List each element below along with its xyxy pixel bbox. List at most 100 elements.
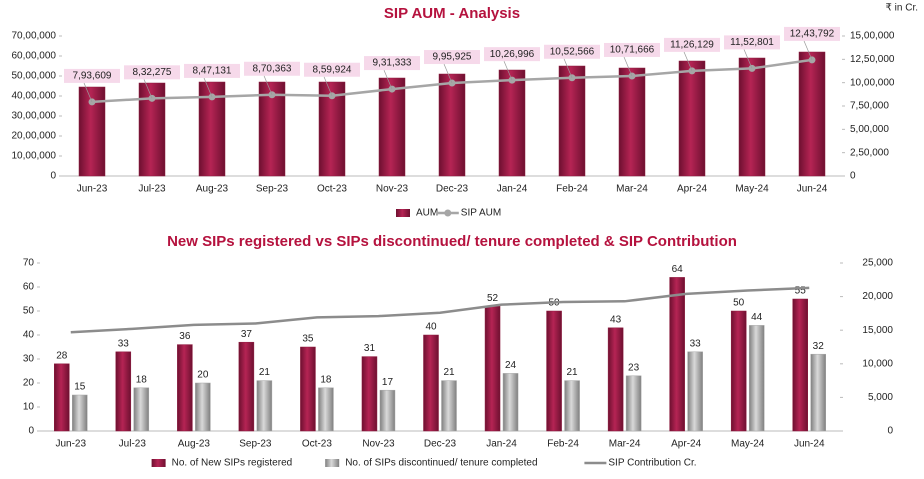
bar bbox=[115, 351, 132, 432]
x-tick-label: Feb-24 bbox=[547, 439, 579, 450]
y-tick-label: 0 bbox=[28, 426, 34, 437]
bar bbox=[678, 60, 706, 177]
y-tick-label: 30,00,000 bbox=[12, 111, 57, 122]
y-tick-label: 20,00,000 bbox=[12, 131, 57, 142]
x-tick-label: Nov-23 bbox=[362, 439, 395, 450]
legend-label: No. of New SIPs registered bbox=[172, 458, 293, 469]
label-box bbox=[784, 26, 840, 41]
bar bbox=[738, 57, 766, 177]
leader-line bbox=[323, 76, 333, 96]
y2-tick-label: 7,50,000 bbox=[850, 101, 889, 112]
bar bbox=[54, 363, 70, 432]
bar-label: 44 bbox=[751, 312, 763, 323]
bar-label: 28 bbox=[56, 350, 68, 361]
bar bbox=[195, 382, 211, 432]
x-tick-label: Apr-24 bbox=[671, 439, 701, 450]
chart-title: SIP AUM - Analysis bbox=[384, 5, 520, 22]
x-tick-label: Oct-23 bbox=[302, 439, 332, 450]
leader-line bbox=[743, 49, 753, 69]
bar bbox=[238, 341, 255, 432]
bar bbox=[730, 310, 747, 432]
line bbox=[70, 286, 810, 334]
x-tick-label: Dec-23 bbox=[424, 439, 457, 450]
bar bbox=[618, 67, 646, 177]
x-tick-label: Aug-23 bbox=[178, 439, 211, 450]
line-label: 11,26,129 bbox=[670, 40, 714, 51]
leader-line bbox=[383, 69, 393, 90]
legend-swatch bbox=[325, 459, 340, 467]
label-box bbox=[664, 37, 720, 52]
bar bbox=[177, 344, 193, 432]
x-tick-label: Dec-23 bbox=[436, 184, 469, 195]
bar bbox=[625, 375, 642, 432]
bar bbox=[564, 380, 580, 432]
x-tick-label: May-24 bbox=[731, 439, 765, 450]
bar-label: 36 bbox=[179, 331, 191, 342]
bar bbox=[423, 334, 439, 432]
x-tick-label: Feb-24 bbox=[556, 184, 588, 195]
x-tick-label: Jun-23 bbox=[55, 439, 86, 450]
bar-label: 43 bbox=[610, 314, 622, 325]
y2-tick-label: 0 bbox=[887, 426, 893, 437]
x-tick-label: Jun-24 bbox=[794, 439, 825, 450]
bar bbox=[669, 277, 685, 432]
label-box bbox=[364, 56, 420, 71]
bar-label: 37 bbox=[241, 329, 253, 340]
bar-label: 40 bbox=[425, 322, 437, 333]
y-tick-label: 50 bbox=[23, 306, 35, 317]
y2-tick-label: 2,50,000 bbox=[850, 147, 889, 158]
bar bbox=[441, 380, 457, 432]
label-box bbox=[544, 44, 600, 59]
label-box bbox=[124, 65, 180, 80]
y-tick-label: 70 bbox=[23, 258, 35, 269]
y2-tick-label: 10,000 bbox=[862, 358, 893, 369]
line-label: 7,93,609 bbox=[73, 71, 112, 82]
bar-label: 17 bbox=[382, 377, 394, 388]
y2-tick-label: 25,000 bbox=[862, 258, 893, 269]
leader-line bbox=[263, 75, 273, 95]
chart-title: New SIPs registered vs SIPs discontinued… bbox=[167, 233, 737, 250]
label-box bbox=[424, 50, 480, 65]
label-box bbox=[184, 63, 240, 78]
bar-label: 52 bbox=[487, 293, 499, 304]
x-tick-label: Nov-23 bbox=[376, 184, 409, 195]
bar-label: 18 bbox=[136, 374, 148, 385]
y-tick-label: 60 bbox=[23, 282, 35, 293]
y2-tick-label: 0 bbox=[850, 171, 856, 182]
legend-swatch bbox=[151, 459, 166, 467]
bar-label: 33 bbox=[690, 338, 702, 349]
line-label: 10,52,566 bbox=[550, 46, 595, 57]
bar-label: 24 bbox=[505, 360, 517, 371]
bar-label: 32 bbox=[813, 341, 825, 352]
line-label: 9,31,333 bbox=[373, 58, 412, 69]
bar-label: 20 bbox=[197, 370, 209, 381]
bar-label: 21 bbox=[259, 367, 271, 378]
bar-label: 18 bbox=[320, 374, 332, 385]
bar bbox=[687, 351, 703, 432]
bar bbox=[558, 65, 586, 177]
bar bbox=[498, 69, 526, 177]
y-tick-label: 70,00,000 bbox=[12, 31, 57, 42]
y-tick-label: 10,00,000 bbox=[12, 151, 57, 162]
y2-tick-label: 15,00,000 bbox=[850, 31, 895, 42]
label-box bbox=[244, 61, 300, 76]
bar bbox=[748, 325, 765, 432]
line-label: 10,26,996 bbox=[490, 49, 535, 60]
bar bbox=[72, 394, 88, 432]
leader-line bbox=[503, 61, 513, 81]
bar bbox=[300, 346, 316, 432]
legend-marker bbox=[444, 209, 452, 217]
line-label: 12,43,792 bbox=[790, 29, 835, 40]
x-tick-label: Jun-23 bbox=[77, 184, 108, 195]
y-tick-label: 20 bbox=[23, 378, 35, 389]
x-tick-label: Jan-24 bbox=[486, 439, 517, 450]
legend-label: AUM bbox=[416, 208, 438, 219]
bar bbox=[502, 373, 519, 432]
x-tick-label: Aug-23 bbox=[196, 184, 229, 195]
x-tick-label: May-24 bbox=[735, 184, 769, 195]
line-label: 8,47,131 bbox=[193, 66, 232, 77]
legend-label: SIP Contribution Cr. bbox=[608, 458, 696, 469]
legend-label: No. of SIPs discontinued/ tenure complet… bbox=[345, 458, 537, 469]
y-tick-label: 40 bbox=[23, 330, 35, 341]
